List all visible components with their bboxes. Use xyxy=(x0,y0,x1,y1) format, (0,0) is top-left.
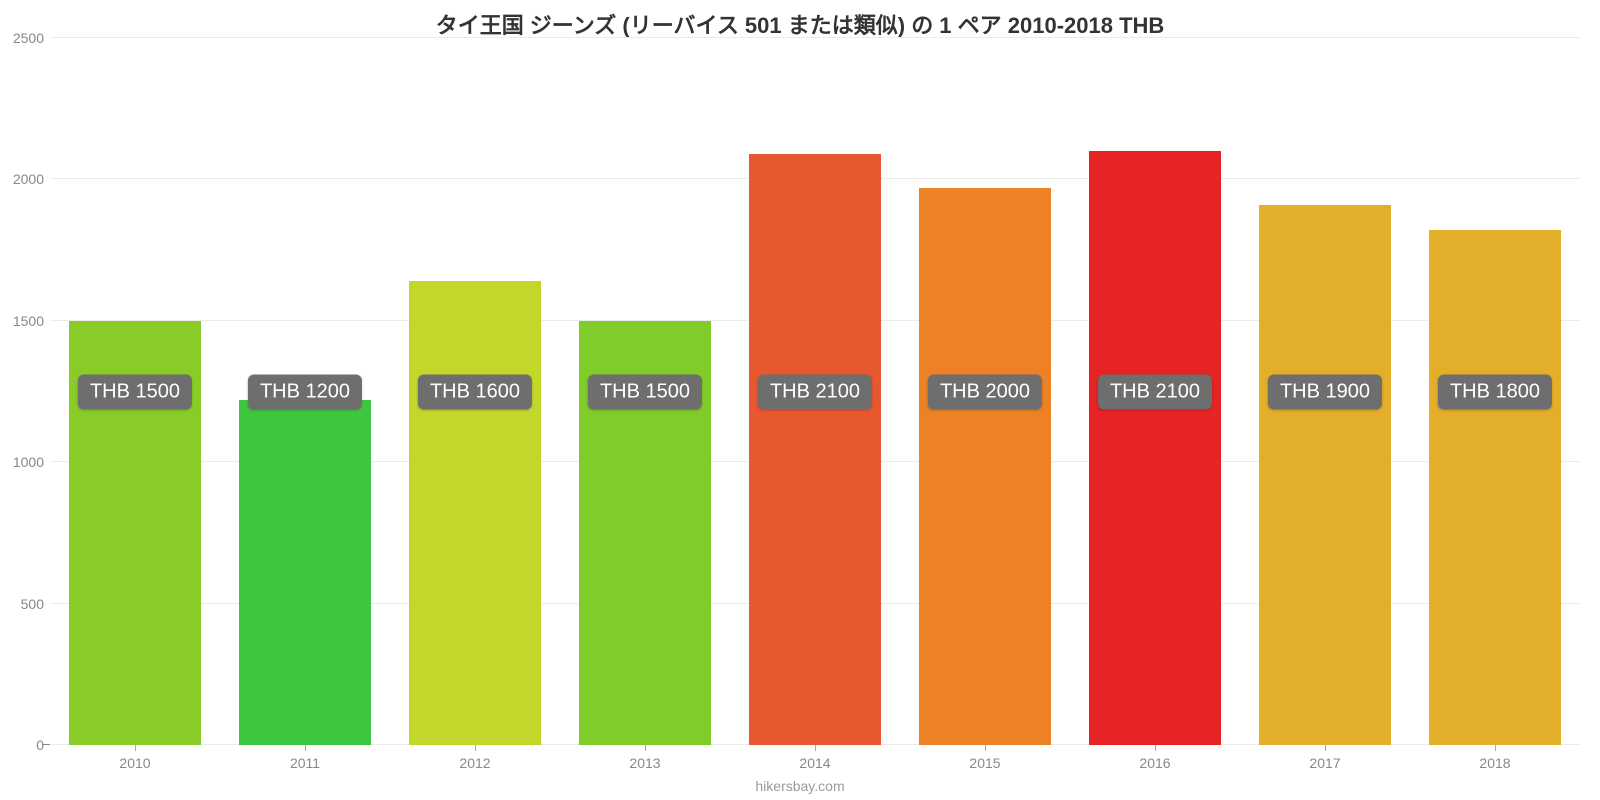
bar-slot: THB 21002014 xyxy=(730,38,900,745)
chart-source: hikersbay.com xyxy=(0,778,1600,794)
bar xyxy=(749,154,882,745)
ytick-label: 2500 xyxy=(13,30,44,46)
ytick-label: 500 xyxy=(21,596,44,612)
value-badge: THB 1500 xyxy=(78,374,192,409)
xtick-mark xyxy=(1495,745,1496,751)
xtick-label: 2012 xyxy=(459,755,490,771)
value-badge: THB 2000 xyxy=(928,374,1042,409)
value-badge: THB 1200 xyxy=(248,374,362,409)
chart-title: タイ王国 ジーンズ (リーバイス 501 または類似) の 1 ペア 2010-… xyxy=(0,0,1600,40)
value-badge: THB 1500 xyxy=(588,374,702,409)
ytick-label: 1000 xyxy=(13,454,44,470)
value-badge: THB 1600 xyxy=(418,374,532,409)
ytick-label: 1500 xyxy=(13,313,44,329)
value-badge: THB 2100 xyxy=(758,374,872,409)
xtick-mark xyxy=(305,745,306,751)
ytick-label: 0 xyxy=(36,737,44,753)
bar xyxy=(919,188,1052,745)
chart-plot-area: 05001000150020002500 THB 15002010THB 120… xyxy=(50,38,1580,745)
ytick-label: 2000 xyxy=(13,171,44,187)
xtick-mark xyxy=(645,745,646,751)
bar-slot: THB 15002013 xyxy=(560,38,730,745)
xtick-label: 2011 xyxy=(290,755,320,771)
value-badge: THB 2100 xyxy=(1098,374,1212,409)
bar-slot: THB 18002018 xyxy=(1410,38,1580,745)
value-badge: THB 1900 xyxy=(1268,374,1382,409)
xtick-mark xyxy=(1155,745,1156,751)
xtick-mark xyxy=(1325,745,1326,751)
xtick-label: 2016 xyxy=(1139,755,1170,771)
xtick-mark xyxy=(985,745,986,751)
bar-slot: THB 16002012 xyxy=(390,38,560,745)
bar xyxy=(1429,230,1562,745)
bars-container: THB 15002010THB 12002011THB 16002012THB … xyxy=(50,38,1580,745)
bar xyxy=(1259,205,1392,745)
bar-slot: THB 20002015 xyxy=(900,38,1070,745)
bar-slot: THB 19002017 xyxy=(1240,38,1410,745)
bar-slot: THB 21002016 xyxy=(1070,38,1240,745)
xtick-label: 2010 xyxy=(119,755,150,771)
xtick-label: 2015 xyxy=(969,755,1000,771)
bar xyxy=(1089,151,1222,745)
xtick-label: 2014 xyxy=(799,755,830,771)
bar-slot: THB 15002010 xyxy=(50,38,220,745)
bar-slot: THB 12002011 xyxy=(220,38,390,745)
bar xyxy=(239,400,372,745)
value-badge: THB 1800 xyxy=(1438,374,1552,409)
xtick-mark xyxy=(135,745,136,751)
xtick-label: 2013 xyxy=(629,755,660,771)
xtick-label: 2017 xyxy=(1309,755,1340,771)
xtick-mark xyxy=(475,745,476,751)
bar xyxy=(409,281,542,745)
xtick-mark xyxy=(815,745,816,751)
xtick-label: 2018 xyxy=(1479,755,1510,771)
